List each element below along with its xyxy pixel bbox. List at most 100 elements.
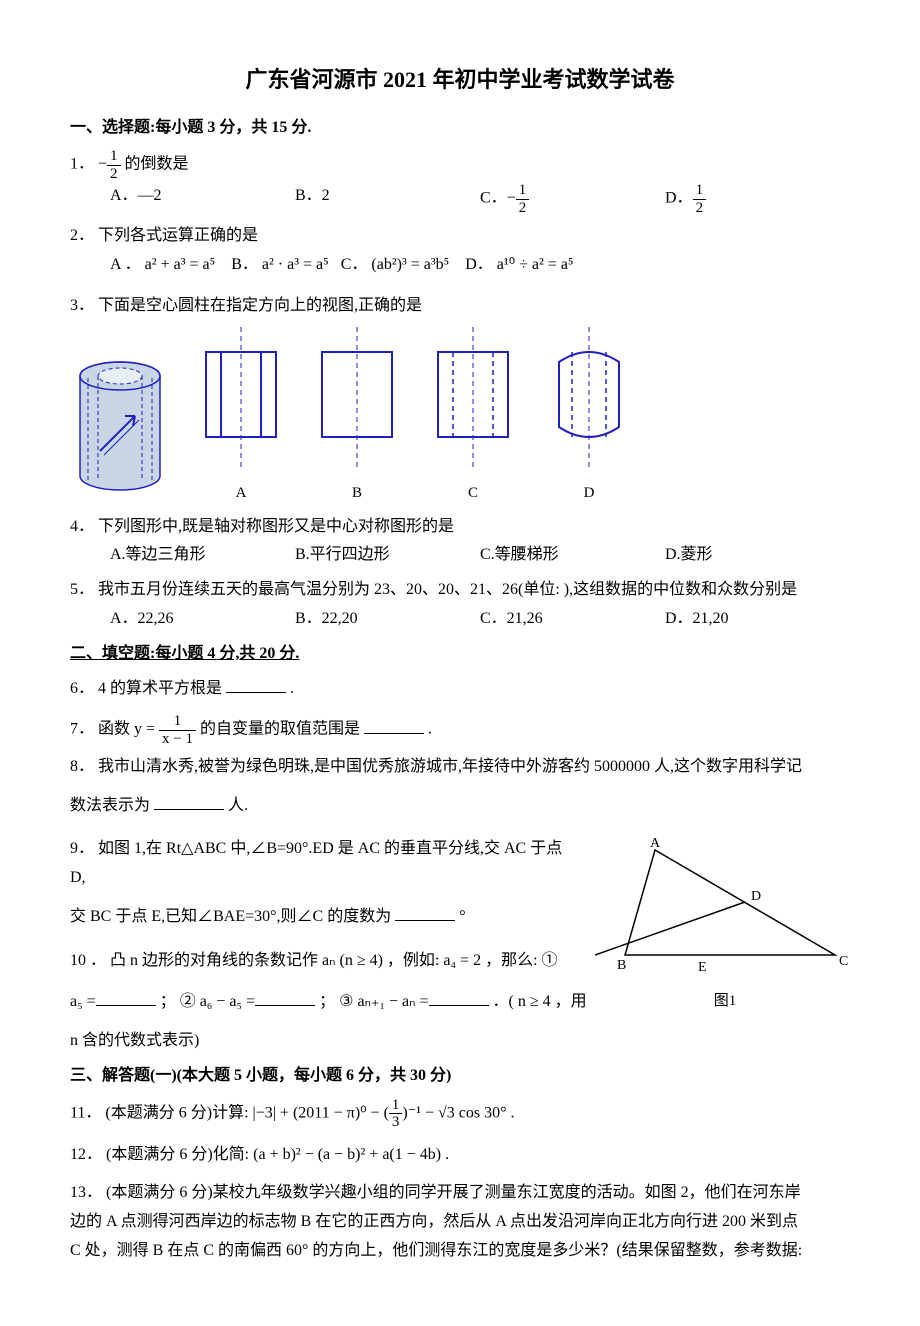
- q5-stem: 我市五月份连续五天的最高气温分别为 23、20、20、21、26(单位: ),这…: [98, 581, 797, 598]
- q4-opt-c: C.等腰梯形: [480, 541, 665, 570]
- q1-options: A．—2 B．2 C．−12 D．12: [70, 182, 850, 216]
- q3-option-c-figure: C: [428, 327, 518, 507]
- q3-option-b-figure: B: [312, 327, 402, 507]
- q1-opt-a: A．—2: [110, 182, 295, 216]
- q2-options: A ． a² + a³ = a⁵ B． a² · a³ = a⁵ C． (ab²…: [70, 251, 850, 280]
- triangle-svg: A B C D E: [595, 835, 855, 975]
- q7-number: 7．: [70, 721, 94, 738]
- svg-text:D: D: [751, 889, 761, 904]
- question-5: 5． 我市五月份连续五天的最高气温分别为 23、20、20、21、26(单位: …: [70, 576, 850, 605]
- q4-stem: 下列图形中,既是轴对称图形又是中心对称图形的是: [98, 518, 454, 535]
- q10-blank-1: [96, 989, 156, 1006]
- q11-pre: (本题满分 6 分)计算: |−3| + (2011 − π)⁰ − (: [105, 1104, 389, 1121]
- question-13: 13． (本题满分 6 分)某校九年级数学兴趣小组的同学开展了测量东江宽度的活动…: [70, 1179, 850, 1208]
- q8-line1: 我市山清水秀,被誉为绿色明珠,是中国优秀旅游城市,年接待中外游客约 500000…: [98, 758, 802, 775]
- question-3: 3． 下面是空心圆柱在指定方向上的视图,正确的是: [70, 292, 850, 321]
- q7-frac: 1x − 1: [159, 713, 196, 747]
- q3-stem: 下面是空心圆柱在指定方向上的视图,正确的是: [98, 297, 422, 314]
- svg-text:A: A: [650, 836, 661, 851]
- q10-pre: 凸 n 边形的对角线的条数记作 aₙ (n ≥ 4) ，例如: a₄ = 2 ，…: [110, 952, 558, 969]
- svg-text:E: E: [698, 960, 707, 975]
- q3-number: 3．: [70, 297, 94, 314]
- q4-number: 4．: [70, 518, 94, 535]
- q6-post: .: [290, 680, 294, 697]
- q3-option-a-figure: A: [196, 327, 286, 507]
- q13-l3: C 处，测得 B 在点 C 的南偏西 60° 的方向上，他们测得东江的宽度是多少…: [70, 1237, 850, 1266]
- q9-blank: [395, 904, 455, 921]
- q2-opt-b: B． a² · a³ = a⁵: [231, 256, 329, 273]
- q8-line2: 数法表示为 人.: [70, 792, 850, 821]
- question-1: 1． −12 的倒数是: [70, 148, 850, 182]
- q7-post: 的自变量的取值范围是: [200, 721, 360, 738]
- q1-opt-b: B．2: [295, 182, 480, 216]
- q5-opt-c: C．21,26: [480, 605, 665, 634]
- question-6: 6． 4 的算术平方根是 .: [70, 675, 850, 704]
- q9-line1: 如图 1,在 Rt△ABC 中,∠B=90°.ED 是 AC 的垂直平分线,交 …: [70, 840, 562, 886]
- section-2-heading: 二、填空题:每小题 4 分,共 20 分.: [70, 640, 850, 669]
- section-3-heading: 三、解答题(一)(本大题 5 小题，每小题 6 分，共 30 分): [70, 1062, 850, 1091]
- q13-number: 13．: [70, 1184, 102, 1201]
- q4-opt-d: D.菱形: [665, 541, 850, 570]
- q3-label-d: D: [544, 480, 634, 507]
- question-2: 2． 下列各式运算正确的是: [70, 222, 850, 251]
- q8-number: 8．: [70, 758, 94, 775]
- q3-label-a: A: [196, 480, 286, 507]
- question-9-block: A B C D E 图1 9． 如图 1,在 Rt△ABC 中,∠B=90°.E…: [70, 835, 850, 976]
- question-4: 4． 下列图形中,既是轴对称图形又是中心对称图形的是: [70, 513, 850, 542]
- q7-end: .: [428, 721, 432, 738]
- section-1-heading: 一、选择题:每小题 3 分，共 15 分.: [70, 114, 850, 143]
- q1-number: 1．: [70, 156, 94, 173]
- q1-stem: 的倒数是: [125, 156, 189, 173]
- q5-opt-d: D．21,20: [665, 605, 850, 634]
- svg-text:C: C: [839, 954, 848, 969]
- q10-blank-3: [429, 989, 489, 1006]
- q7-pre: 函数 y =: [98, 721, 159, 738]
- q4-opt-a: A.等边三角形: [110, 541, 295, 570]
- question-11: 11． (本题满分 6 分)计算: |−3| + (2011 − π)⁰ − (…: [70, 1097, 850, 1131]
- q1-frac: 12: [107, 148, 121, 182]
- q3-label-b: B: [312, 480, 402, 507]
- q11-number: 11．: [70, 1104, 101, 1121]
- q9-figure: A B C D E 图1: [590, 835, 860, 1015]
- svg-text:B: B: [617, 958, 626, 973]
- q2-opt-c: C． (ab²)³ = a³b⁵: [341, 256, 450, 273]
- q4-opt-b: B.平行四边形: [295, 541, 480, 570]
- page-title: 广东省河源市 2021 年初中学业考试数学试卷: [70, 60, 850, 100]
- q1-neg: −: [98, 156, 107, 173]
- q5-options: A．22,26 B．22,20 C．21,26 D．21,20: [70, 605, 850, 634]
- question-8: 8． 我市山清水秀,被誉为绿色明珠,是中国优秀旅游城市,年接待中外游客约 500…: [70, 753, 850, 782]
- question-12: 12． (本题满分 6 分)化简: (a + b)² − (a − b)² + …: [70, 1141, 850, 1170]
- q10-blank-2: [255, 989, 315, 1006]
- q9-number: 9．: [70, 840, 94, 857]
- q10-number: 10 ．: [70, 952, 106, 969]
- q8-blank: [154, 793, 224, 810]
- q2-opt-d: D． a¹⁰ ÷ a² = a⁵: [465, 256, 573, 273]
- q5-opt-b: B．22,20: [295, 605, 480, 634]
- q3-label-c: C: [428, 480, 518, 507]
- q2-opt-a: A ． a² + a³ = a⁵: [110, 256, 215, 273]
- q4-options: A.等边三角形 B.平行四边形 C.等腰梯形 D.菱形: [70, 541, 850, 570]
- q3-figures: A B C D: [70, 327, 850, 507]
- q3-cylinder-icon: [70, 356, 170, 507]
- q1-opt-c: C．−12: [480, 182, 665, 216]
- q6-number: 6．: [70, 680, 94, 697]
- question-7: 7． 函数 y = 1x − 1 的自变量的取值范围是 .: [70, 713, 850, 747]
- q5-opt-a: A．22,26: [110, 605, 295, 634]
- q7-blank: [364, 717, 424, 734]
- q5-number: 5．: [70, 581, 94, 598]
- cylinder-svg: [70, 356, 170, 496]
- q3-option-d-figure: D: [544, 327, 634, 507]
- q13-l2: 边的 A 点测得河西岸边的标志物 B 在它的正西方向，然后从 A 点出发沿河岸向…: [70, 1208, 850, 1237]
- q6-stem: 4 的算术平方根是: [98, 680, 222, 697]
- q6-blank: [226, 676, 286, 693]
- q11-frac: 13: [389, 1097, 403, 1131]
- q12-number: 12．: [70, 1146, 102, 1163]
- q1-opt-d: D．12: [665, 182, 850, 216]
- q13-l1: (本题满分 6 分)某校九年级数学兴趣小组的同学开展了测量东江宽度的活动。如图 …: [106, 1184, 801, 1201]
- q2-number: 2．: [70, 227, 94, 244]
- q9-caption: 图1: [590, 988, 860, 1015]
- q10-line3: n 含的代数式表示): [70, 1027, 850, 1056]
- q11-post: )⁻¹ − √3 cos 30° .: [402, 1104, 514, 1121]
- q12-text: (本题满分 6 分)化简: (a + b)² − (a − b)² + a(1 …: [106, 1146, 449, 1163]
- q2-stem: 下列各式运算正确的是: [98, 227, 258, 244]
